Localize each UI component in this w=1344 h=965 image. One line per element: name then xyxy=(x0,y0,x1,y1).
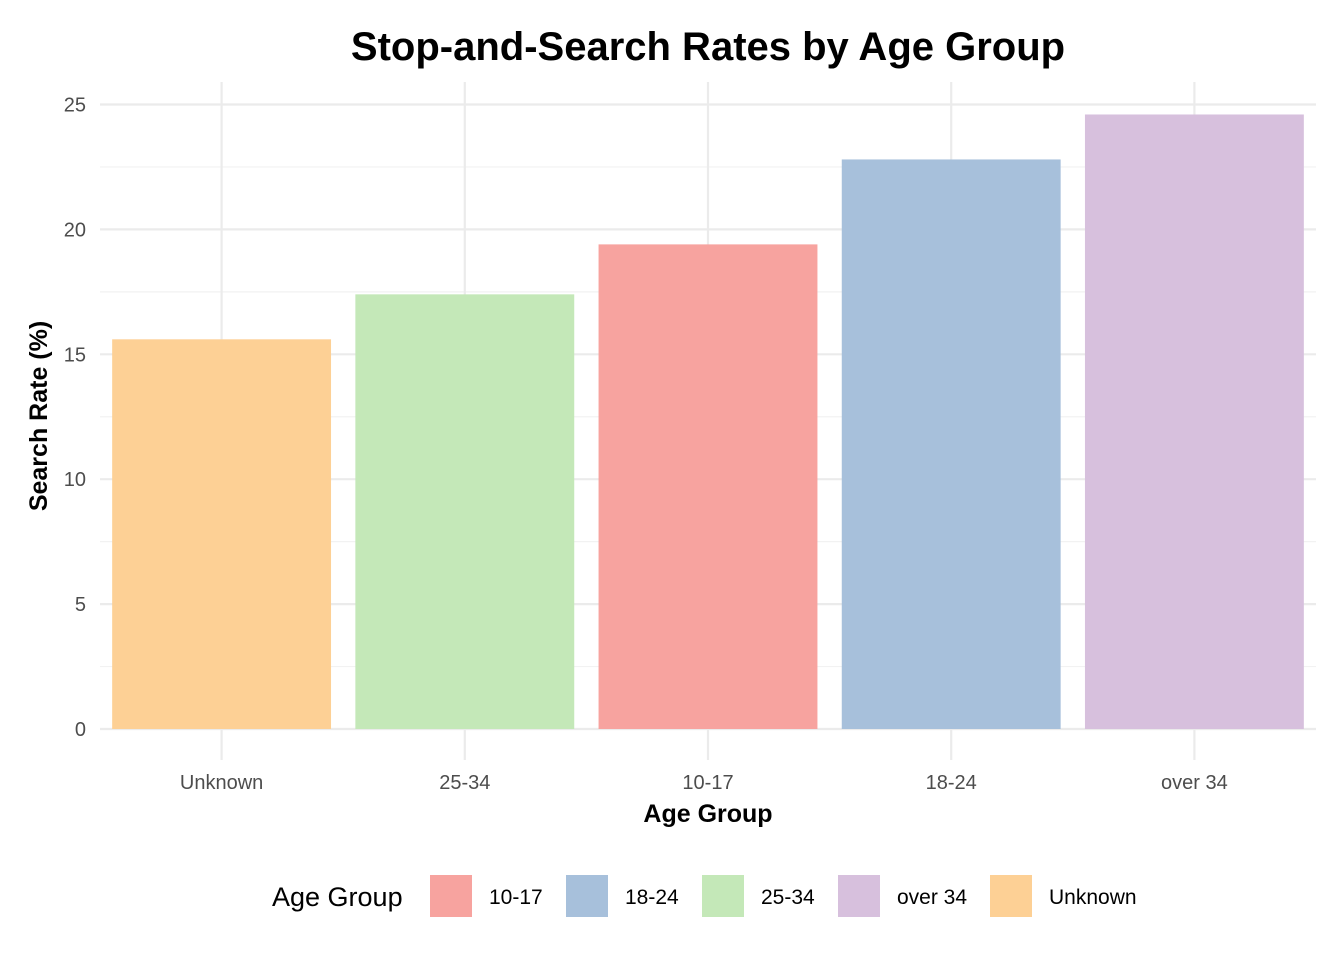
x-tick-label: 18-24 xyxy=(926,772,977,794)
x-tick-label: Unknown xyxy=(180,772,263,794)
bar-10-17 xyxy=(598,244,818,730)
legend-key-over-34 xyxy=(838,875,880,917)
x-axis-ticks: Unknown 25-34 10-17 18-24 over 34 xyxy=(180,772,1228,794)
y-tick-label: 0 xyxy=(75,719,86,741)
legend-label-18-24: 18-24 xyxy=(625,886,679,909)
y-tick-label: 20 xyxy=(64,219,86,241)
legend-label-unknown: Unknown xyxy=(1049,886,1137,909)
y-tick-label: 10 xyxy=(64,469,86,491)
legend-label-25-34: 25-34 xyxy=(761,886,815,909)
y-tick-label: 25 xyxy=(64,94,86,116)
bar-25-34 xyxy=(355,294,575,729)
x-tick-label: over 34 xyxy=(1161,772,1228,794)
y-tick-label: 15 xyxy=(64,344,86,366)
bar-unknown xyxy=(112,339,332,729)
y-tick-label: 5 xyxy=(75,594,86,616)
bars xyxy=(112,114,1304,730)
x-tick-label: 25-34 xyxy=(439,772,490,794)
x-tick-label: 10-17 xyxy=(682,772,733,794)
legend-key-25-34 xyxy=(702,875,744,917)
y-axis-ticks: 0 5 10 15 20 25 xyxy=(64,94,86,741)
bar-18-24 xyxy=(841,159,1061,730)
legend-title: Age Group xyxy=(272,882,403,912)
legend-key-unknown xyxy=(990,875,1032,917)
x-axis-title: Age Group xyxy=(643,800,772,828)
bar-over-34 xyxy=(1084,114,1304,729)
legend-key-10-17 xyxy=(430,875,472,917)
legend-key-18-24 xyxy=(566,875,608,917)
legend-label-10-17: 10-17 xyxy=(489,886,543,909)
legend: Age Group 10-17 18-24 25-34 over 34 Unknown xyxy=(272,875,1137,917)
y-axis-title: Search Rate (%) xyxy=(25,321,53,511)
legend-label-over-34: over 34 xyxy=(897,886,967,909)
chart-title: Stop-and-Search Rates by Age Group xyxy=(351,25,1065,69)
